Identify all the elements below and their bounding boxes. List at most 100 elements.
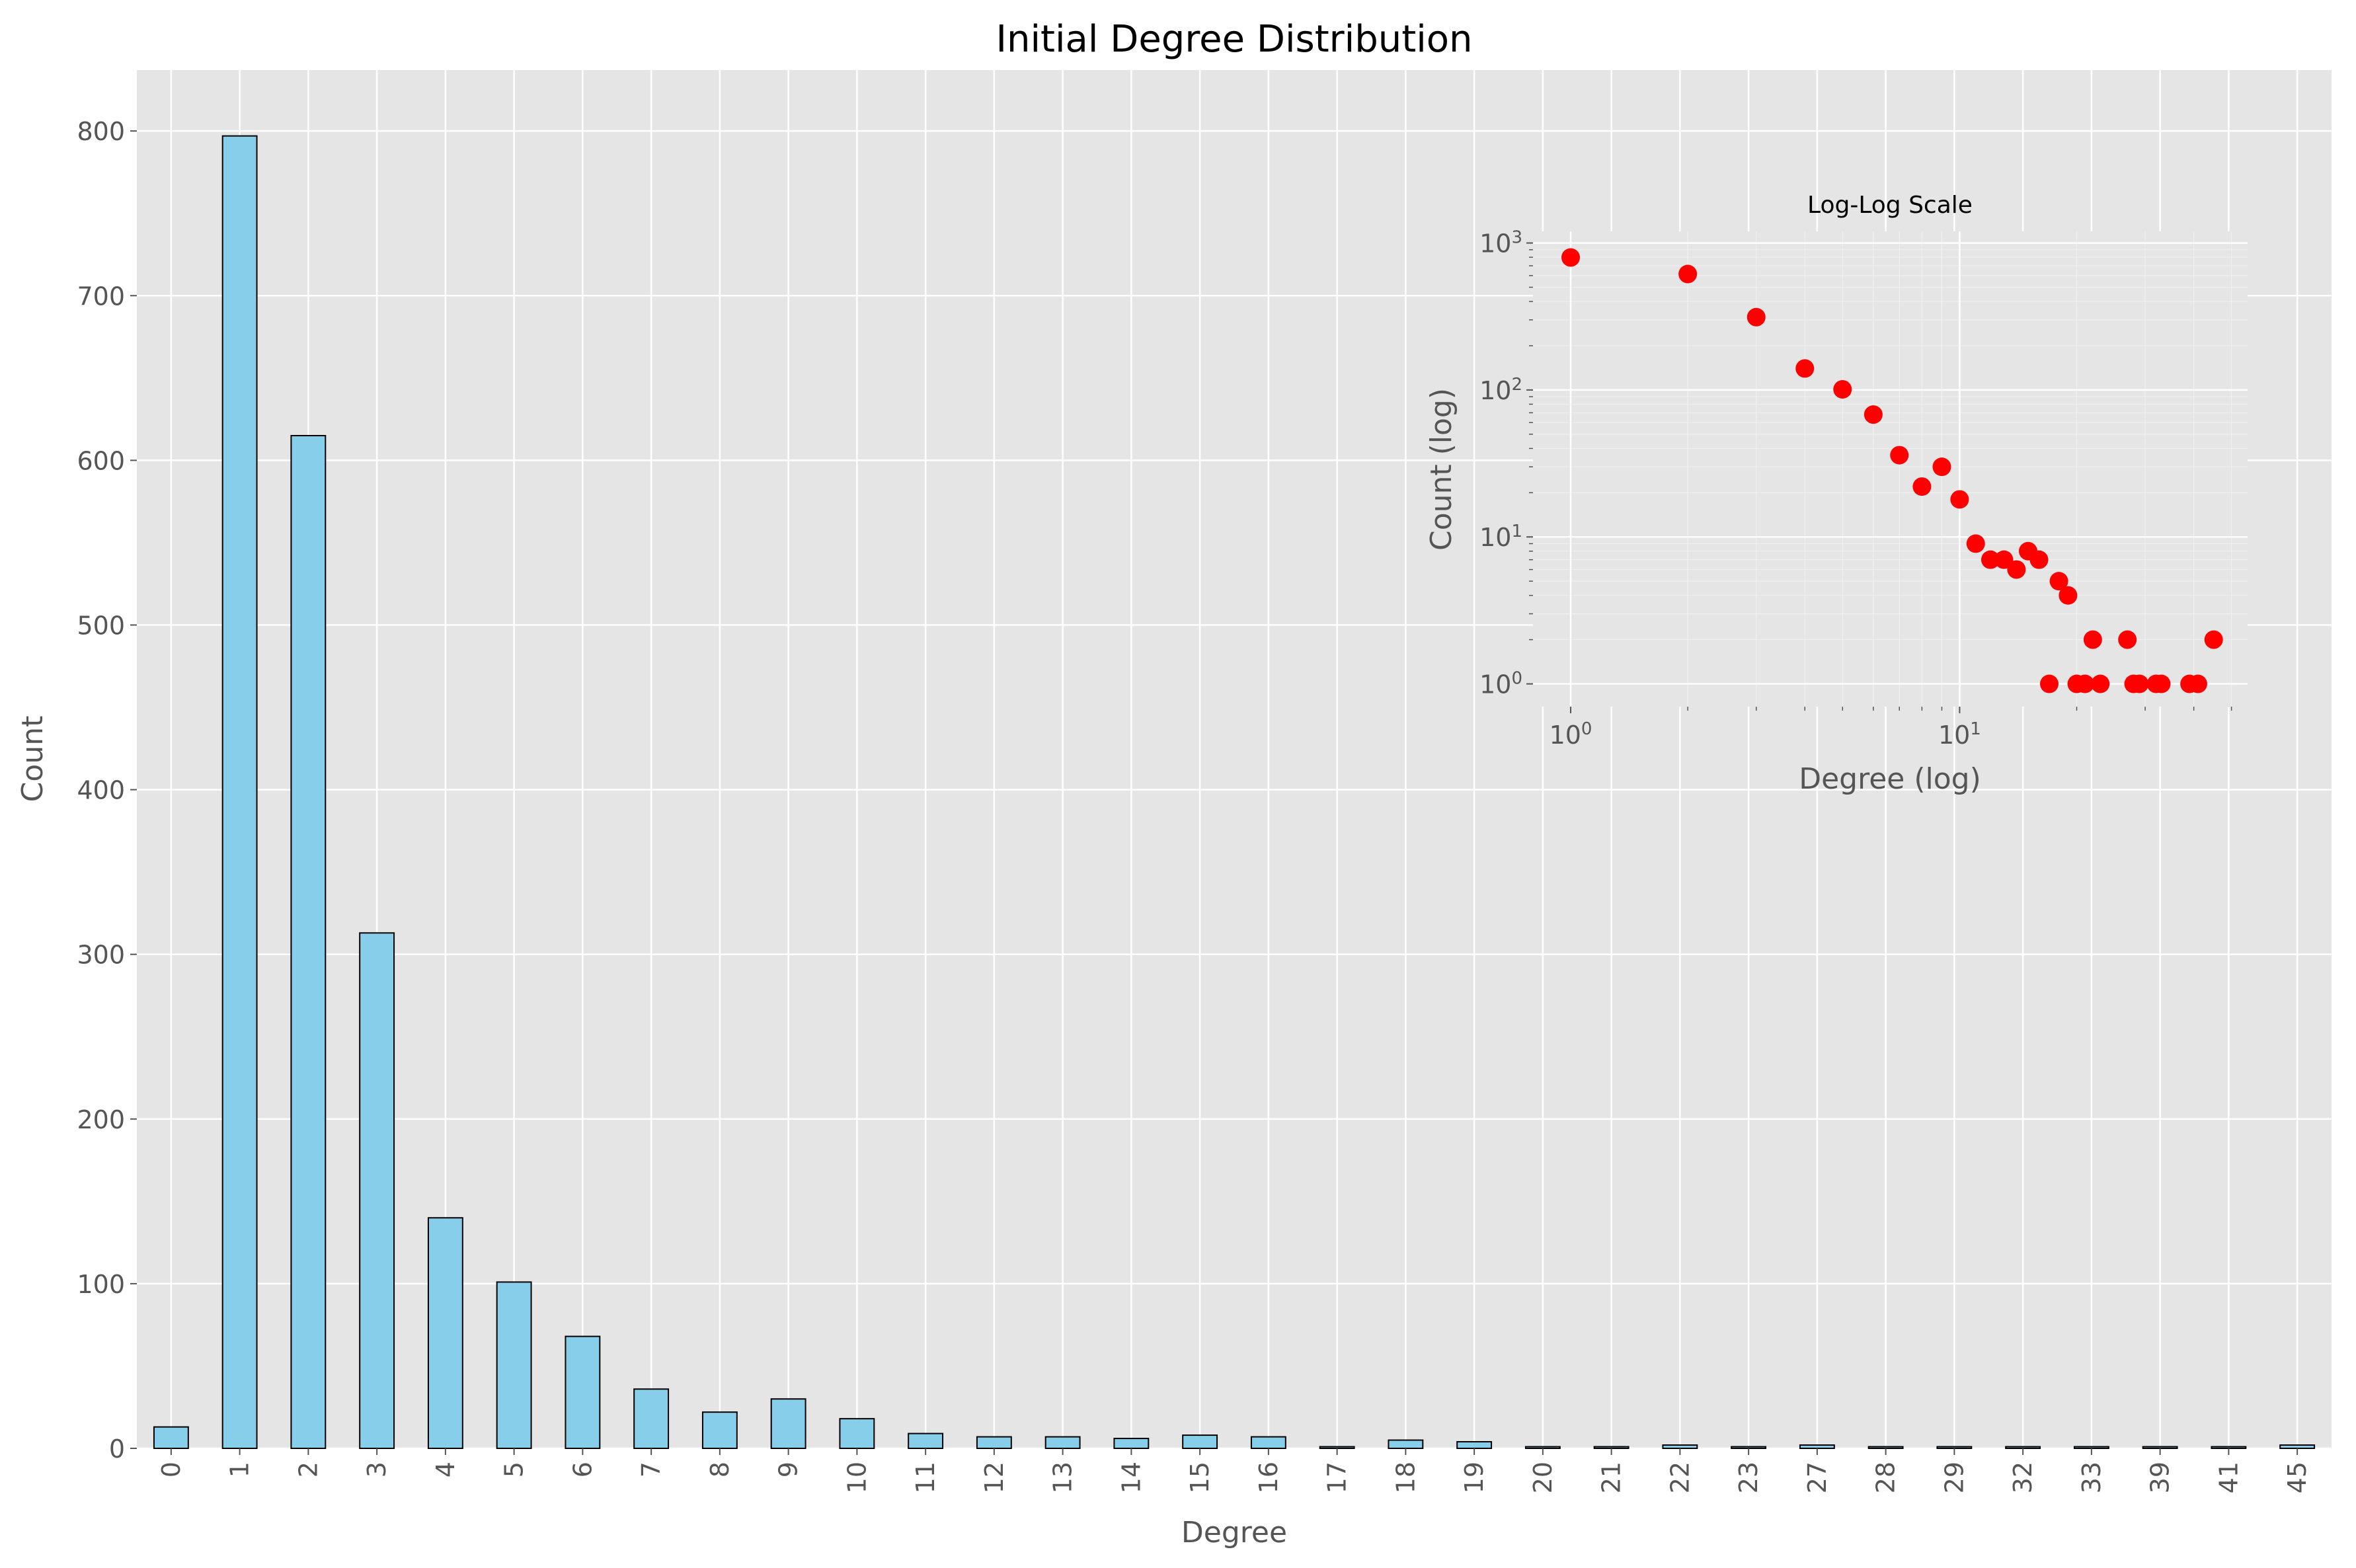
bar <box>1524 1446 1561 1450</box>
x-tick-label: 1 <box>225 1462 255 1477</box>
bar <box>839 1418 875 1450</box>
bar <box>1593 1446 1630 1450</box>
y-tick-label: 800 <box>77 117 125 146</box>
scatter-point <box>2029 550 2049 569</box>
scatter-point <box>1966 534 1985 553</box>
x-tick-label: 27 <box>1803 1462 1832 1493</box>
scatter-point <box>2049 572 2068 591</box>
x-tick-label: 28 <box>1871 1462 1901 1493</box>
bar <box>1044 1436 1081 1450</box>
inset-x-axis-label: Degree (log) <box>1799 762 1981 796</box>
scatter-point <box>2118 630 2137 649</box>
scatter-point <box>1795 359 1815 378</box>
x-tick-label: 21 <box>1597 1462 1626 1493</box>
bar <box>1113 1438 1150 1449</box>
scatter-point <box>2152 674 2171 693</box>
y-tick-label: 600 <box>77 446 125 475</box>
main-y-ticks: 0 100 200 300 400 500 600 700 800 <box>77 117 137 1464</box>
y-tick-label: 100 <box>77 1270 125 1299</box>
x-tick-label: 11 <box>911 1462 940 1493</box>
bar <box>1662 1444 1698 1449</box>
y-tick-label: 700 <box>77 282 125 311</box>
x-tick-label: 41 <box>2214 1462 2243 1493</box>
bar <box>701 1411 738 1449</box>
scatter-point <box>2204 630 2223 649</box>
x-tick-label: 23 <box>1734 1462 1763 1493</box>
scatter-point <box>2059 586 2078 605</box>
x-tick-label: 2 <box>294 1462 323 1477</box>
bar <box>1250 1436 1286 1450</box>
y-tick-label: 200 <box>77 1105 125 1134</box>
inset-points <box>1561 248 2223 693</box>
scatter-point <box>1864 405 1883 424</box>
scatter-point <box>2007 560 2026 579</box>
y-tick-label: 0 <box>109 1434 125 1464</box>
x-tick-label: 8 <box>705 1462 734 1477</box>
bar <box>1319 1446 1355 1450</box>
x-tick-label: 0 <box>157 1462 186 1477</box>
bar <box>496 1281 532 1450</box>
x-tick-label: 32 <box>2008 1462 2037 1493</box>
bar <box>1388 1439 1424 1450</box>
inset-plot-area <box>1533 231 2248 707</box>
x-tick-label: 7 <box>637 1462 666 1477</box>
y-tick-label: 500 <box>77 611 125 640</box>
x-tick-label: 12 <box>980 1462 1009 1493</box>
chart-title: Initial Degree Distribution <box>996 18 1472 61</box>
bar <box>1936 1446 1973 1450</box>
scatter-point <box>1994 550 2014 569</box>
main-x-ticks: 0 1 2 3 4 5 6 7 8 9 10 11 12 13 14 15 16 17 18 19 20 21 22 23 27… <box>157 1448 2312 1493</box>
x-tick-label: 16 <box>1254 1462 1283 1493</box>
x-tick-label: 4 <box>431 1462 460 1477</box>
bar <box>565 1335 601 1450</box>
x-tick-label: 39 <box>2146 1462 2175 1493</box>
scatter-point <box>2075 674 2094 693</box>
scatter-point <box>2083 630 2102 649</box>
y-axis-label: Count <box>16 716 50 803</box>
x-tick-label: 19 <box>1460 1462 1489 1493</box>
y-tick-label: 300 <box>77 941 125 970</box>
main-bars <box>153 135 2316 1450</box>
inset-y-axis-label: Count (log) <box>1425 388 1458 551</box>
bar <box>2211 1446 2247 1450</box>
bar <box>359 932 395 1449</box>
x-tick-label: 10 <box>842 1462 871 1493</box>
bar <box>1731 1446 1767 1450</box>
bar <box>908 1432 944 1449</box>
x-tick-label: 9 <box>774 1462 803 1477</box>
x-tick-label: 18 <box>1391 1462 1420 1493</box>
bar <box>221 135 258 1449</box>
bar <box>2279 1444 2316 1449</box>
x-tick-label: 20 <box>1528 1462 1557 1493</box>
bar <box>427 1217 463 1450</box>
bar <box>2142 1446 2178 1450</box>
inset-title: Log-Log Scale <box>1807 192 1973 219</box>
bar <box>1799 1444 1835 1449</box>
x-tick-label: 3 <box>362 1462 391 1477</box>
bar <box>1456 1441 1493 1450</box>
bar <box>1867 1446 1904 1450</box>
x-tick-label: 13 <box>1048 1462 1078 1493</box>
scatter-point <box>1833 379 1852 399</box>
scatter-point <box>1950 490 1969 509</box>
bar <box>770 1398 806 1449</box>
scatter-point <box>1678 264 1698 284</box>
scatter-point <box>2188 674 2207 693</box>
x-tick-label: 14 <box>1117 1462 1146 1493</box>
x-tick-label: 33 <box>2077 1462 2106 1493</box>
bar <box>2073 1446 2109 1450</box>
scatter-point <box>1932 457 1951 477</box>
y-tick-label: 400 <box>77 776 125 805</box>
bar <box>290 435 327 1449</box>
scatter-point <box>2039 674 2059 693</box>
scatter-point <box>2091 674 2110 693</box>
scatter-point <box>2130 674 2149 693</box>
x-tick-label: 6 <box>568 1462 597 1477</box>
bar <box>153 1426 189 1449</box>
x-tick-label: 5 <box>500 1462 529 1477</box>
scatter-point <box>1981 550 2000 569</box>
bar <box>1182 1434 1218 1450</box>
